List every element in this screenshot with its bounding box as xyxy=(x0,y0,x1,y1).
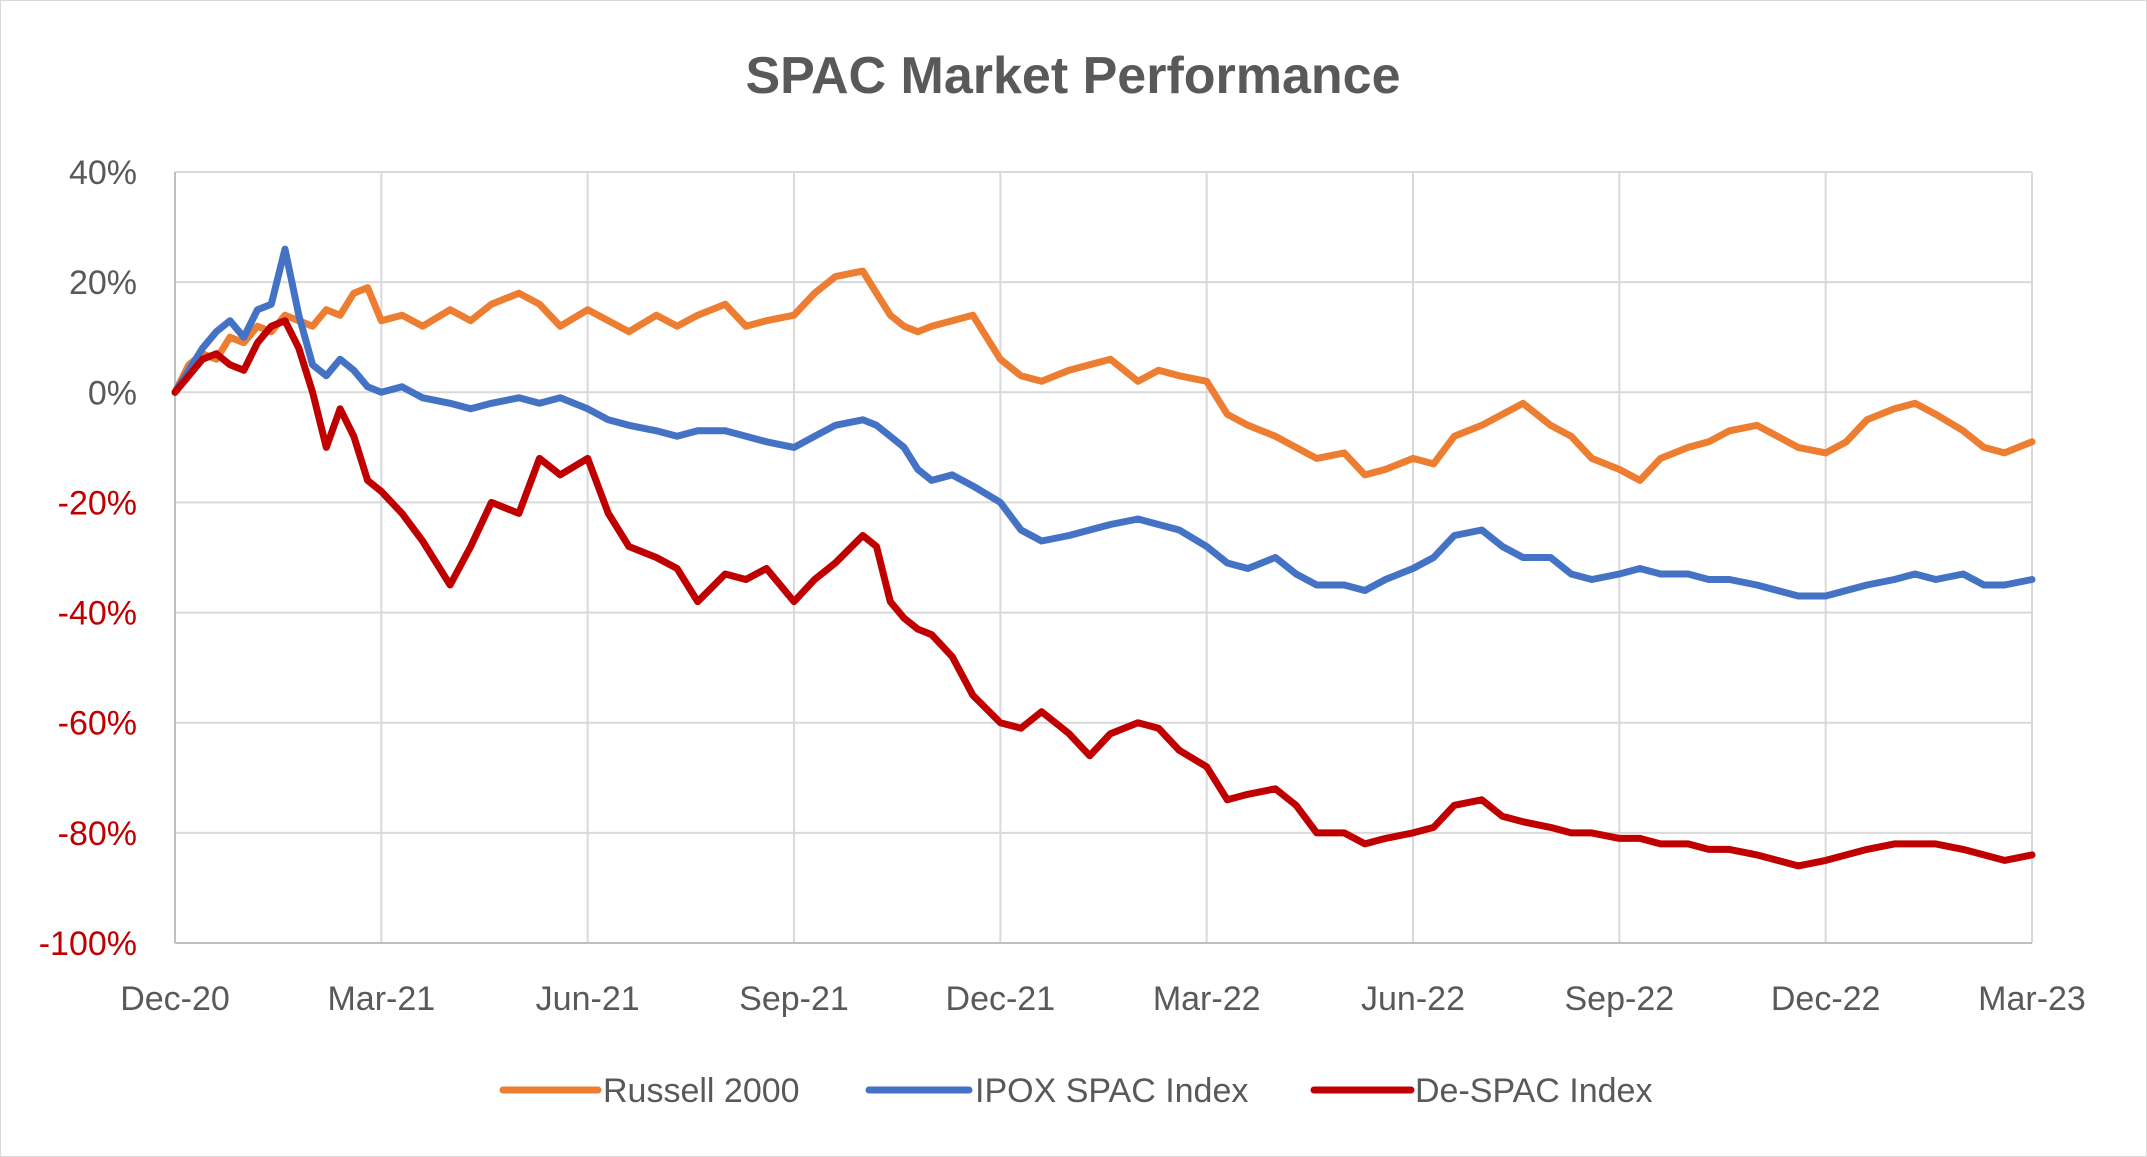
chart-title: SPAC Market Performance xyxy=(745,47,1400,105)
legend: Russell 2000 IPOX SPAC Index De-SPAC Index xyxy=(499,1072,1652,1110)
x-tick-label: Dec-20 xyxy=(120,980,230,1018)
y-tick-label: -100% xyxy=(39,925,137,963)
x-tick-label: Sep-22 xyxy=(1565,980,1675,1018)
series-line-russell-2000 xyxy=(171,267,2036,484)
x-tick-label: Jun-22 xyxy=(1361,980,1465,1018)
x-axis-tick-labels: Dec-20 Mar-21 Jun-21 Sep-21 Dec-21 Mar-22 Jun-… xyxy=(120,980,2086,1018)
series-line-ipox-spac-index xyxy=(171,245,2036,600)
y-tick-label: -80% xyxy=(58,815,137,853)
y-tick-label: -20% xyxy=(58,484,137,522)
y-tick-label: 40% xyxy=(69,154,137,192)
x-tick-label: Mar-21 xyxy=(327,980,435,1018)
y-axis-tick-labels: 40% 20% 0% -20% -40% -60% -80% -100% xyxy=(39,154,137,963)
x-tick-label: Mar-23 xyxy=(1978,980,2086,1018)
axes xyxy=(174,172,2032,944)
y-tick-label: 0% xyxy=(88,374,137,412)
gridlines xyxy=(174,171,2033,944)
x-tick-label: Sep-21 xyxy=(739,980,849,1018)
legend-label: Russell 2000 xyxy=(603,1072,800,1110)
x-tick-label: Dec-22 xyxy=(1771,980,1881,1018)
series-line-de-spac-index xyxy=(171,317,2036,870)
x-tick-label: Dec-21 xyxy=(946,980,1056,1018)
x-tick-label: Jun-21 xyxy=(536,980,640,1018)
y-tick-label: -60% xyxy=(58,705,137,743)
y-tick-label: -40% xyxy=(58,595,137,633)
legend-label: IPOX SPAC Index xyxy=(975,1072,1248,1110)
series-lines xyxy=(171,245,2036,870)
x-tick-label: Mar-22 xyxy=(1153,980,1261,1018)
y-tick-label: 20% xyxy=(69,264,137,302)
legend-label: De-SPAC Index xyxy=(1415,1072,1652,1110)
